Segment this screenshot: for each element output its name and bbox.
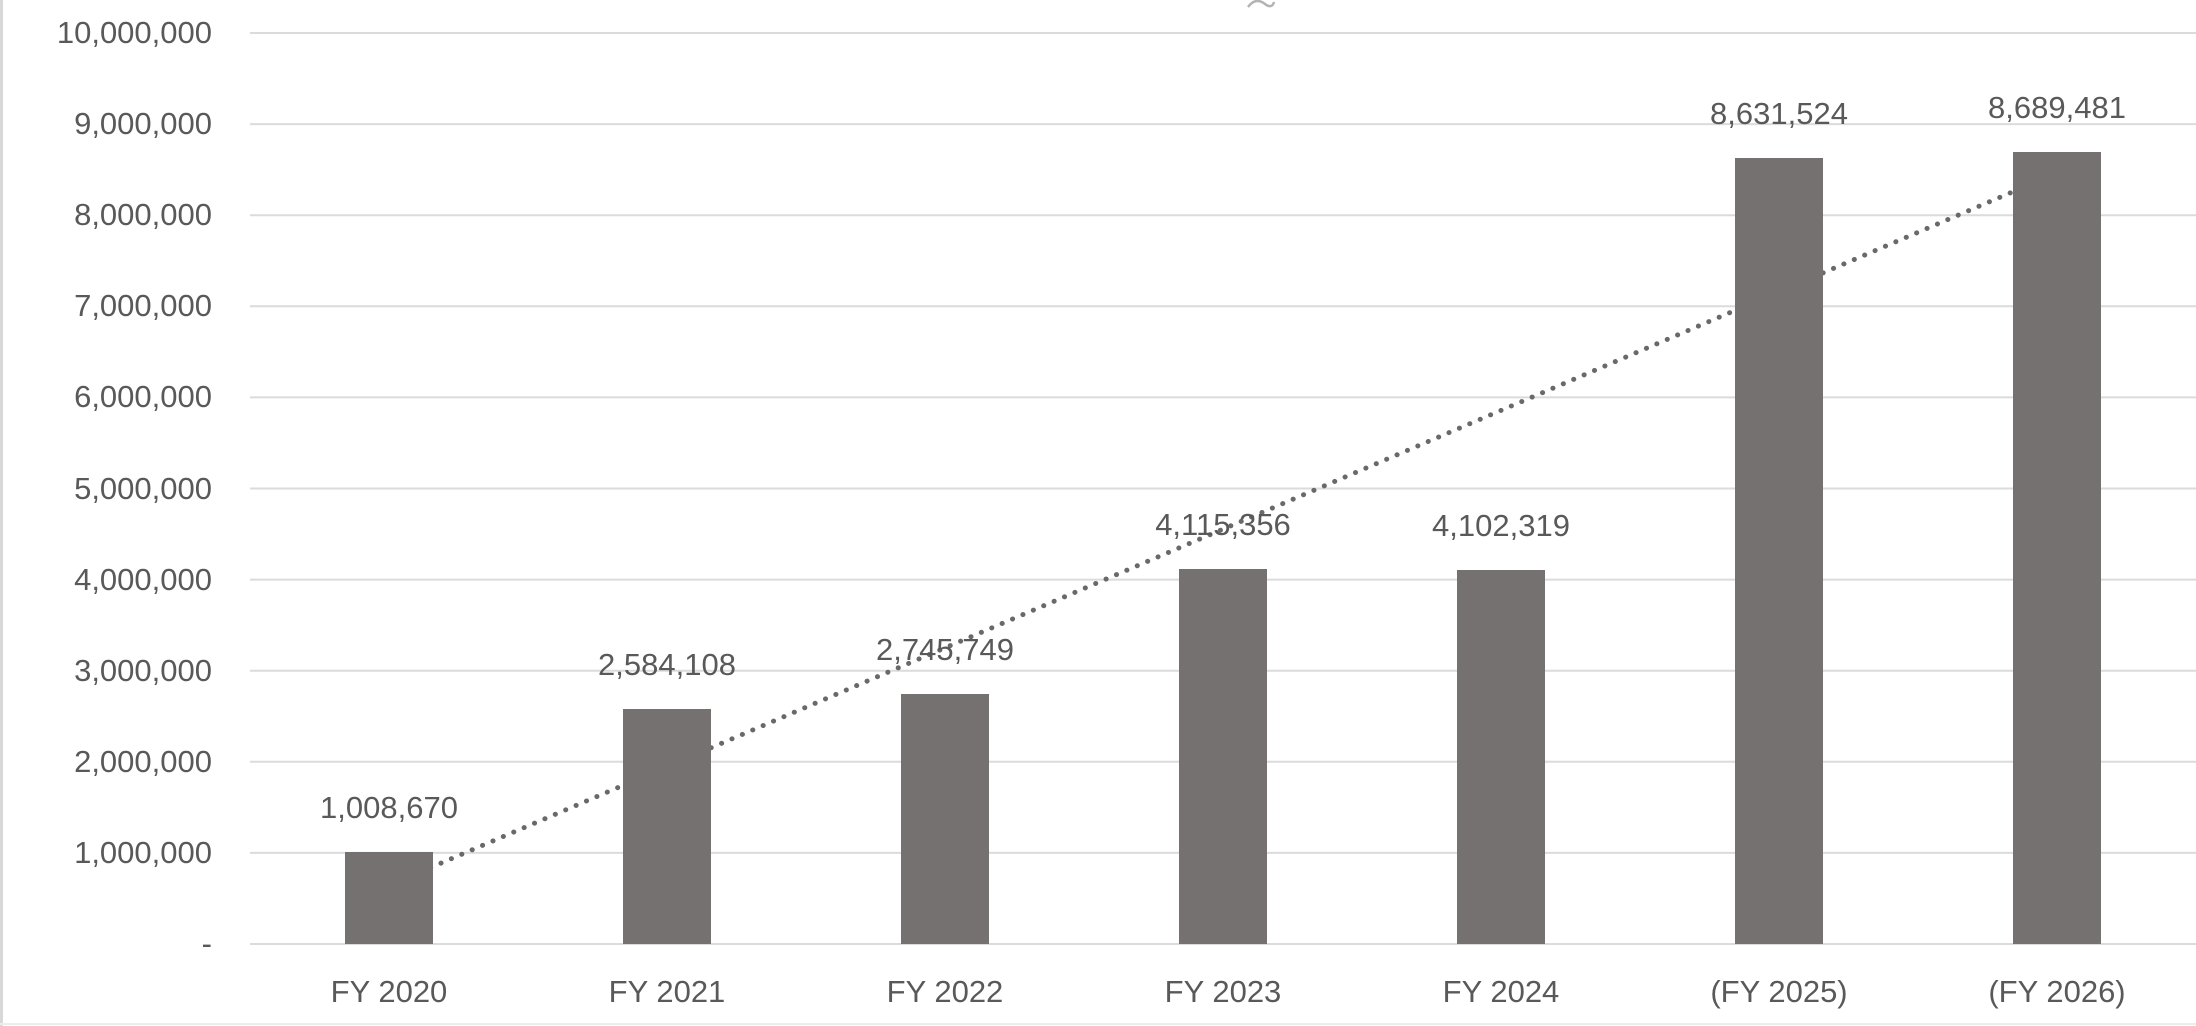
cropped-title-fragment-icon (1247, 0, 1276, 8)
bottom-edge-hairline (0, 1023, 2196, 1025)
data-label: 1,008,670 (320, 790, 458, 826)
data-label: 2,745,749 (876, 631, 1014, 667)
bar-FY 2021[interactable] (623, 708, 711, 944)
data-label: 4,102,319 (1432, 508, 1570, 544)
x-axis-label: FY 2022 (886, 974, 1004, 1009)
bar-(FY 2025)[interactable] (1735, 157, 1823, 944)
y-axis-label: - (201, 926, 212, 961)
y-axis-label: 3,000,000 (74, 652, 212, 688)
left-edge-border (0, 0, 3, 1026)
x-axis-label: (FY 2025) (1710, 974, 1848, 1009)
data-label: 8,631,524 (1710, 95, 1848, 131)
y-axis-label: 2,000,000 (74, 743, 212, 779)
x-axis-label: FY 2024 (1442, 974, 1560, 1009)
bar-FY 2020[interactable] (345, 852, 433, 944)
bar-FY 2022[interactable] (901, 693, 989, 944)
x-axis-label: FY 2023 (1164, 974, 1282, 1009)
y-axis-label: 7,000,000 (74, 288, 212, 324)
x-axis-label: (FY 2026) (1988, 974, 2126, 1009)
bar-(FY 2026)[interactable] (2013, 152, 2101, 944)
data-label: 4,115,356 (1155, 507, 1291, 543)
y-axis-label: 9,000,000 (74, 106, 212, 142)
bar-FY 2024[interactable] (1457, 570, 1545, 944)
y-axis-label: 1,000,000 (74, 834, 212, 870)
y-axis-label: 10,000,000 (56, 15, 212, 50)
y-axis-label: 5,000,000 (74, 470, 212, 506)
x-axis-label: FY 2021 (608, 974, 726, 1009)
data-label: 2,584,108 (598, 646, 736, 682)
data-label: 8,689,481 (1988, 90, 2126, 126)
bar-FY 2023[interactable] (1179, 569, 1267, 944)
y-axis-label: 4,000,000 (74, 561, 212, 597)
x-axis-label: FY 2020 (330, 974, 448, 1009)
y-axis-label: 8,000,000 (74, 197, 212, 233)
y-axis-label: 6,000,000 (74, 379, 212, 415)
